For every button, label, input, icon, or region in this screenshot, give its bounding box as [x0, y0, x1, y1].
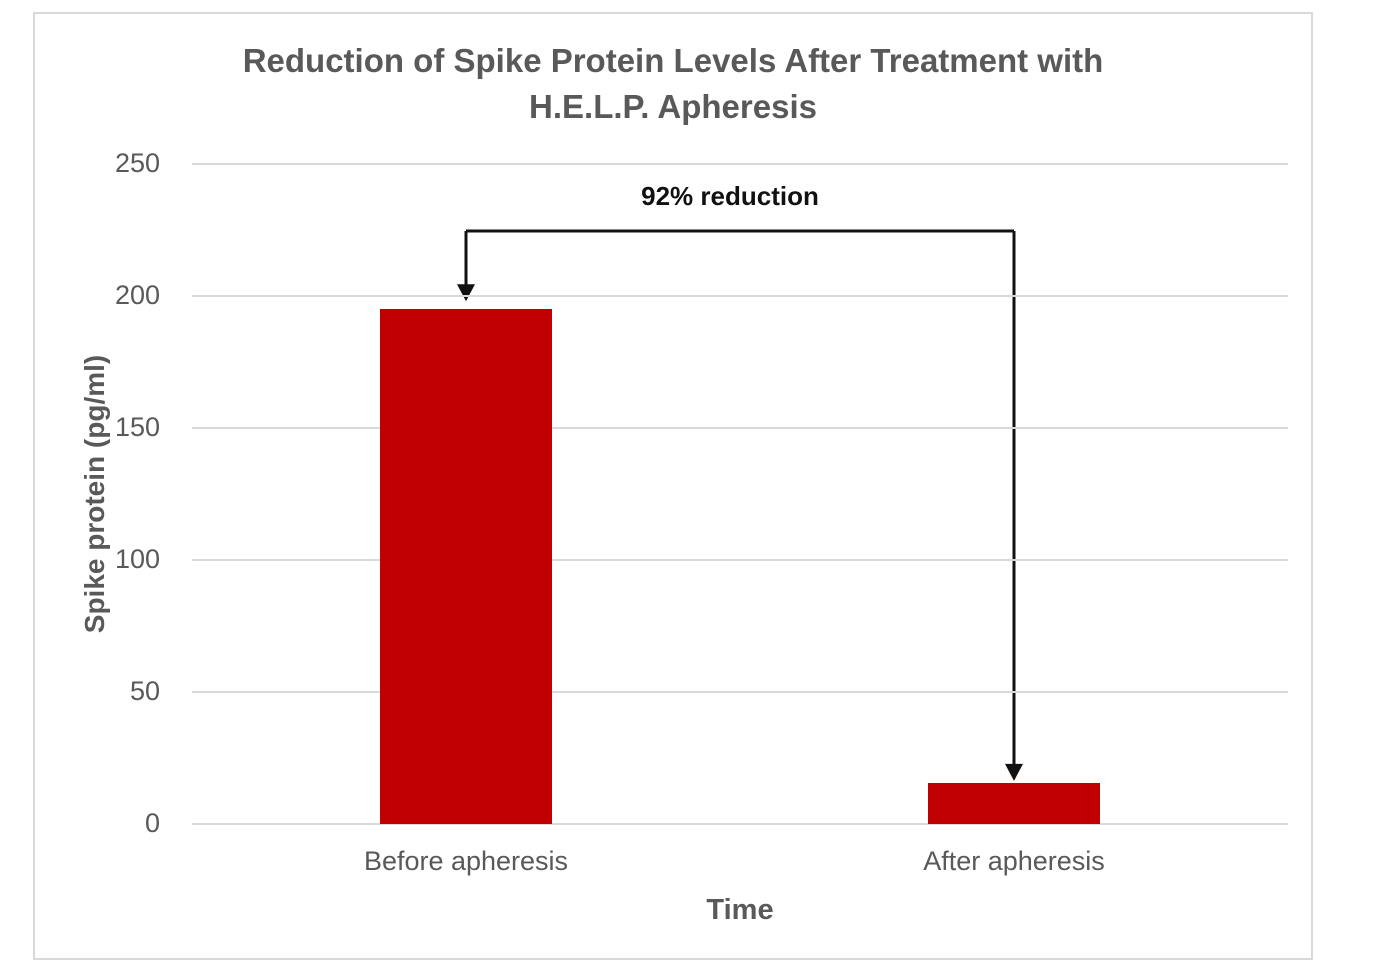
gridline-50	[192, 691, 1288, 693]
gridline-150	[192, 427, 1288, 429]
y-axis-title-container: Spike protein (pg/ml)	[71, 164, 119, 824]
chart-title: Reduction of Spike Protein Levels After …	[242, 42, 1104, 126]
gridline-200	[192, 295, 1288, 297]
reduction-arrow	[457, 229, 1023, 781]
gridline-100	[192, 559, 1288, 561]
y-tick-label-50: 50	[129, 676, 160, 706]
y-tick-label-0: 0	[144, 808, 160, 838]
chart-frame: Reduction of Spike Protein Levels After …	[33, 12, 1313, 960]
annotation-label: 92% reduction	[641, 181, 819, 211]
x-category-label-1: After apheresis	[923, 846, 1105, 876]
y-axis-title: Spike protein (pg/ml)	[79, 354, 110, 634]
x-axis-title: Time	[706, 894, 774, 926]
bar-0	[380, 309, 552, 824]
bar-1	[928, 782, 1100, 824]
x-category-label-0: Before apheresis	[363, 846, 569, 876]
gridline-250	[192, 163, 1288, 165]
y-tick-label-150: 150	[114, 412, 160, 442]
y-tick-label-200: 200	[114, 280, 160, 310]
y-tick-label-100: 100	[114, 544, 160, 574]
y-tick-label-250: 250	[114, 148, 160, 178]
gridline-0	[192, 823, 1288, 825]
